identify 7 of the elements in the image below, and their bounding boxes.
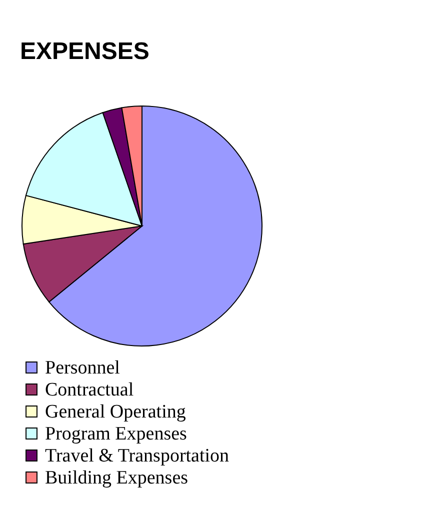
legend-label: Program Expenses [45,424,187,444]
legend-label: Travel & Transportation [45,446,230,466]
legend-label: Personnel [45,358,120,378]
chart-title: EXPENSES [20,38,150,65]
legend-label: Contractual [45,380,134,400]
legend-label: Building Expenses [45,468,188,488]
legend-label: General Operating [45,402,186,422]
